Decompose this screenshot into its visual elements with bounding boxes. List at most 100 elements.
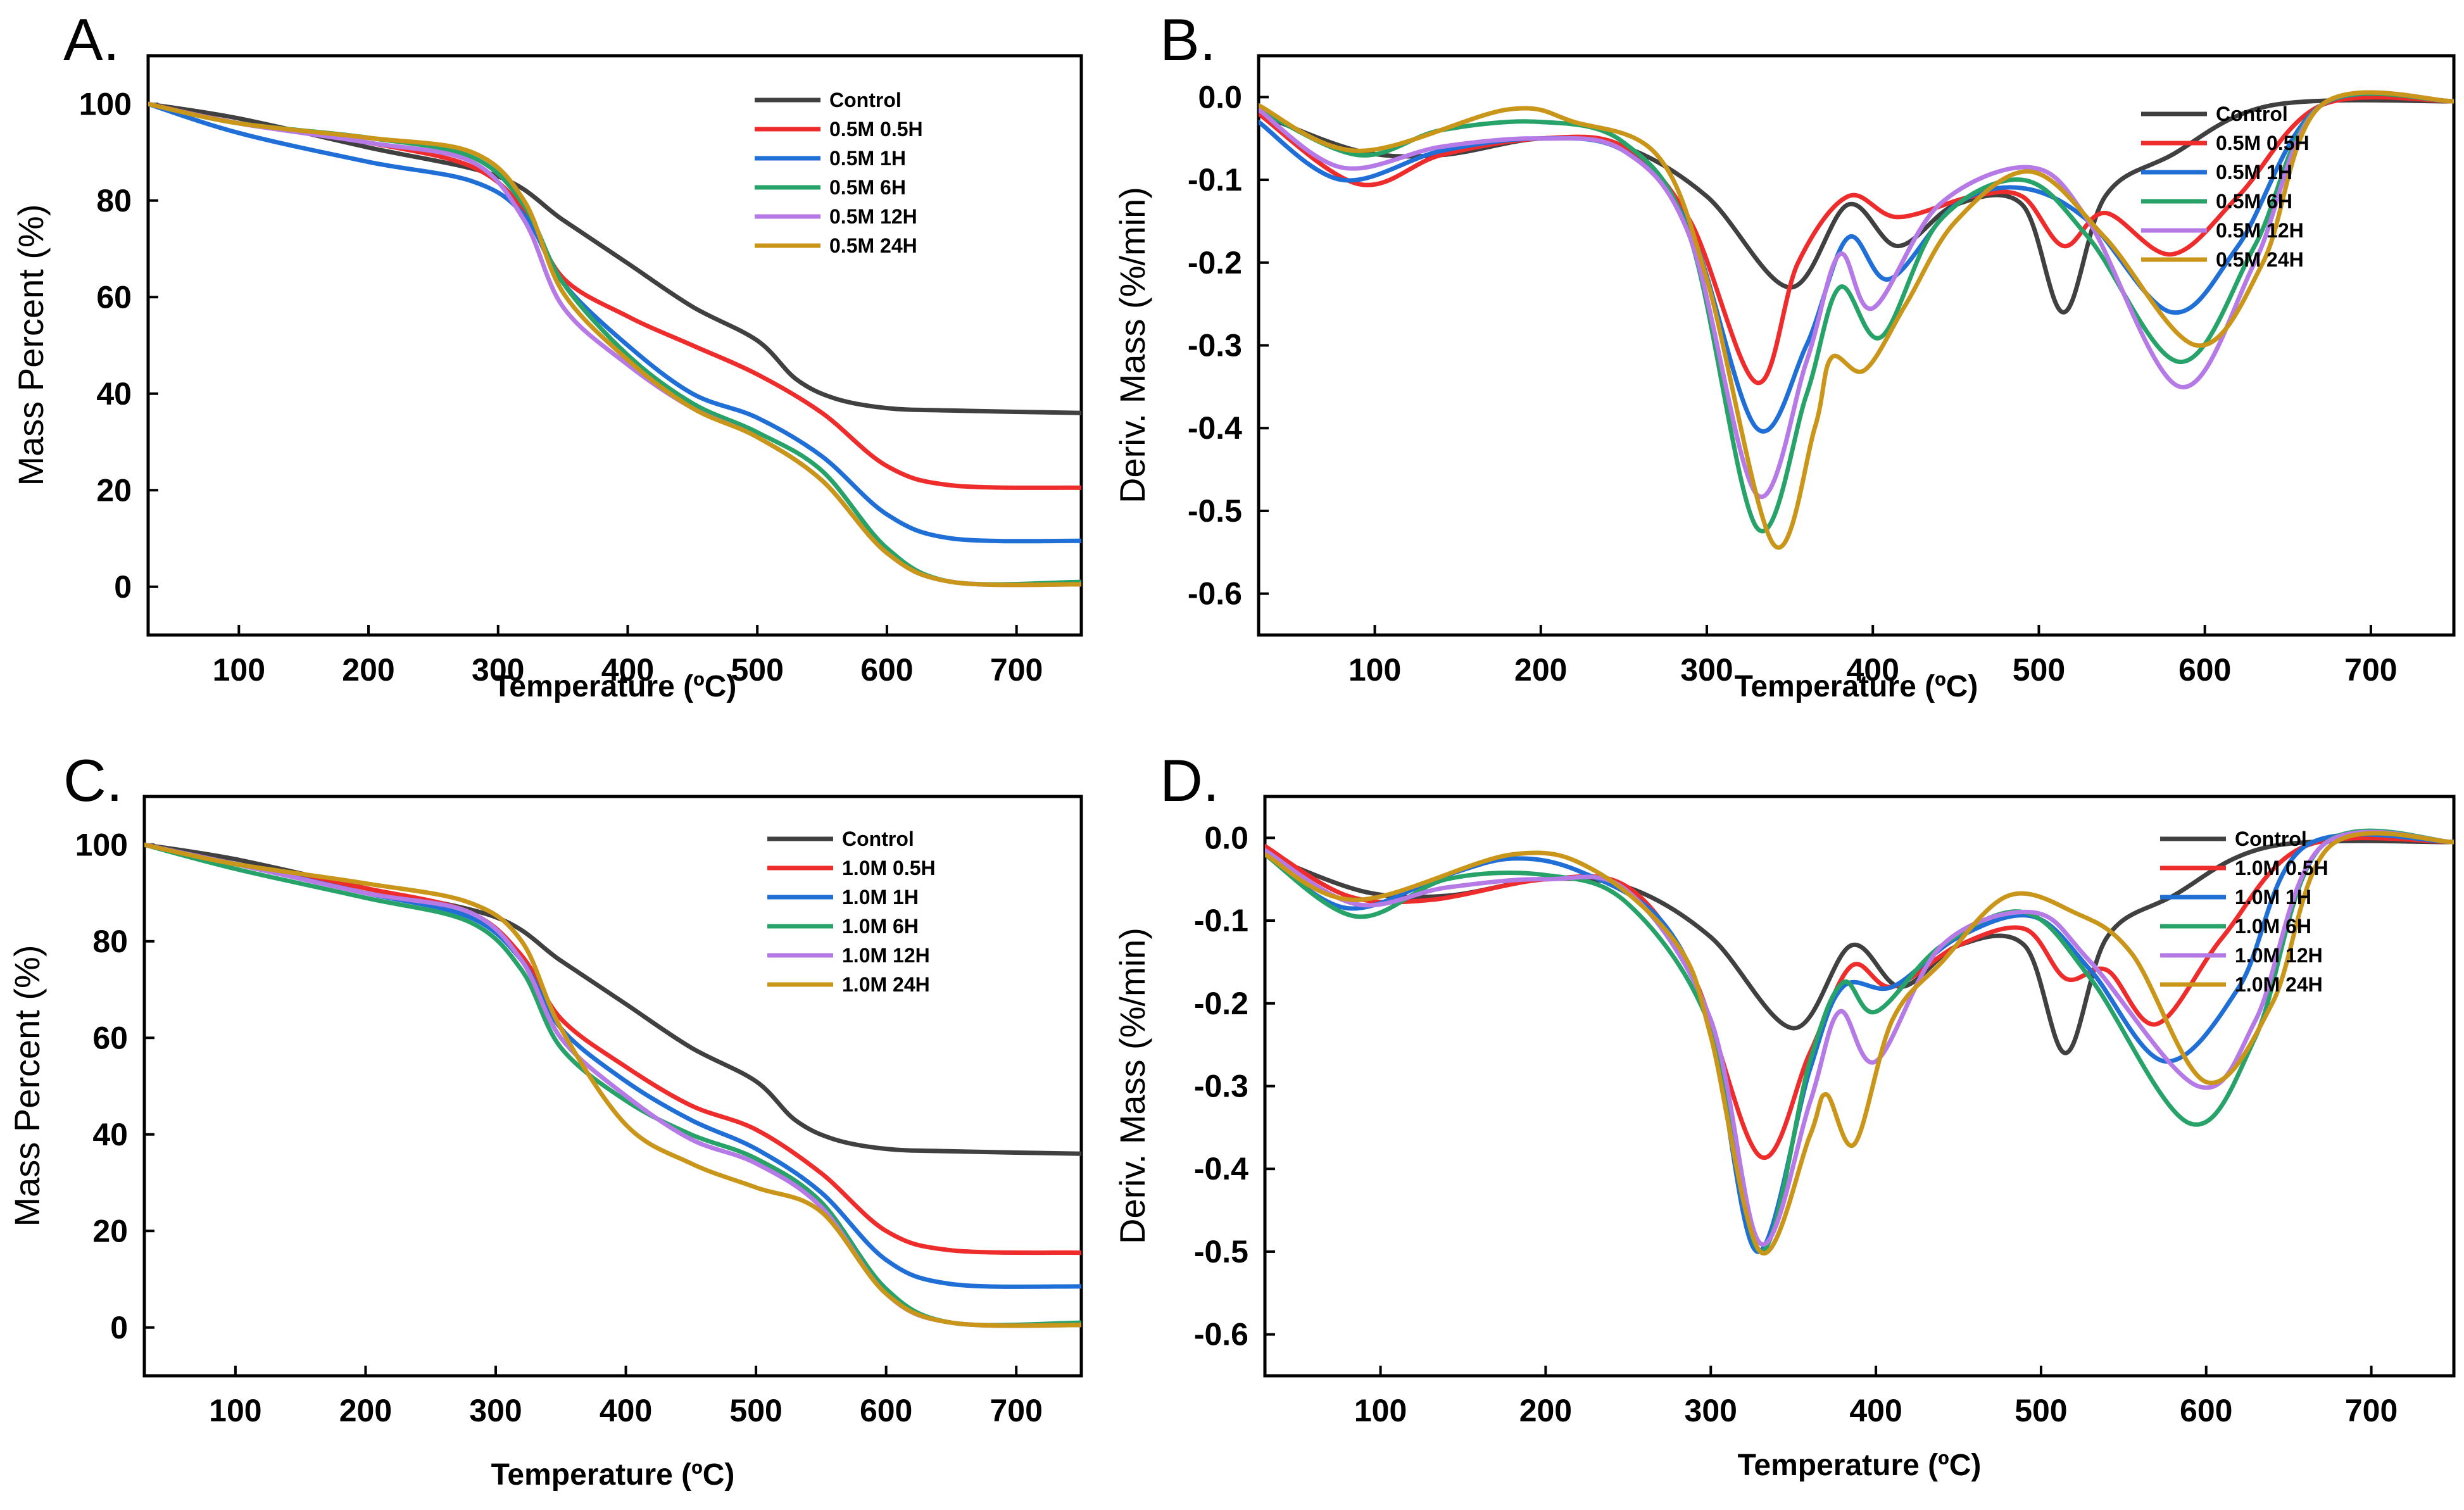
legend-label: 1.0M 0.5H — [842, 857, 936, 879]
legend-label: 1.0M 24H — [842, 973, 930, 996]
x-axis-label: Temperature (ºC) — [1738, 1449, 1982, 1482]
legend-label: 0.5M 12H — [829, 205, 917, 228]
series-line-2 — [144, 842, 1081, 1289]
y-tick-label: 0 — [110, 1310, 128, 1345]
legend-label: 1.0M 12H — [842, 944, 930, 967]
plot-frame — [1263, 795, 2456, 1378]
series-line-1 — [148, 101, 1081, 490]
x-tick-label: 400 — [1849, 1393, 1902, 1428]
y-tick-label: 80 — [96, 183, 132, 218]
legend-label: 0.5M 0.5H — [829, 118, 923, 141]
y-tick-label: 0 — [114, 569, 132, 605]
series-line-5 — [148, 101, 1081, 588]
series-line-5 — [144, 842, 1081, 1328]
y-axis-label: Deriv. Mass (%/min) — [1112, 187, 1152, 503]
y-axis-label: Mass Percent (%) — [11, 204, 51, 486]
plot-frame — [142, 795, 1083, 1378]
series-group — [1259, 90, 2454, 550]
legend-label: Control — [842, 827, 914, 850]
y-tick-label: 40 — [92, 1117, 128, 1152]
legend-label: Control — [2235, 827, 2307, 850]
x-tick-label: 700 — [990, 652, 1043, 688]
x-tick-label: 300 — [469, 1393, 522, 1428]
legend-label: 1.0M 0.5H — [2235, 857, 2329, 879]
legend-label: Control — [2216, 103, 2288, 125]
legend-label: 1.0M 1H — [842, 886, 919, 909]
y-tick-label: -0.2 — [1194, 986, 1248, 1021]
series-line-5 — [1259, 90, 2454, 550]
series-line-4 — [1265, 829, 2454, 1247]
plot-frame — [146, 54, 1083, 637]
legend-label: 1.0M 24H — [2235, 973, 2323, 996]
legend: Control 1.0M 0.5H 1.0M 1H 1.0M 6H 1.0M 12H 1.… — [2160, 827, 2329, 996]
x-tick-label: 100 — [1354, 1393, 1407, 1428]
y-tick-label: -0.6 — [1188, 576, 1242, 612]
panel-c: C. 100 200 300 400 500 600 700 0 20 40 60 80 100 Tempe… — [7, 747, 1083, 1492]
x-tick-label: 400 — [600, 1393, 652, 1428]
x-tick-label: 400 — [1847, 652, 1899, 688]
x-tick-label: 700 — [2344, 652, 2397, 688]
legend: Control 0.5M 0.5H 0.5M 1H 0.5M 6H 0.5M 12H 0.… — [2141, 103, 2310, 271]
panel-d: D. 100 200 300 400 500 600 700 0.0 -0.1 -0.2 -0.3 -0… — [1112, 747, 2456, 1482]
legend-label: 0.5M 0.5H — [2216, 132, 2310, 154]
legend-label: 1.0M 6H — [2235, 915, 2311, 938]
x-tick-label: 100 — [1348, 652, 1401, 688]
y-tick-label: 40 — [96, 376, 132, 412]
x-tick-label: 500 — [731, 652, 783, 688]
y-tick-label: -0.3 — [1188, 328, 1242, 363]
x-tick-label: 700 — [990, 1393, 1043, 1428]
y-tick-label: -0.1 — [1194, 903, 1248, 938]
series-line-2 — [148, 101, 1081, 544]
x-tick-label: 500 — [2015, 1393, 2067, 1428]
y-tick-label: 80 — [92, 924, 128, 959]
panel-b: B. 100 200 300 400 500 600 700 0.0 -0.1 -0.2 -0.3 -0… — [1112, 6, 2456, 703]
legend-label: 0.5M 6H — [829, 176, 906, 199]
y-tick-label: 100 — [79, 86, 132, 122]
y-tick-label: 0.0 — [1204, 820, 1248, 855]
x-tick-label: 100 — [209, 1393, 261, 1428]
x-tick-label: 300 — [472, 652, 524, 688]
x-axis-label: Temperature (ºC) — [493, 670, 737, 703]
series-group — [1265, 828, 2454, 1256]
x-tick-label: 100 — [213, 652, 265, 688]
legend-label: 0.5M 12H — [2216, 219, 2304, 242]
series-line-2 — [1265, 832, 2454, 1254]
x-tick-label: 200 — [1519, 1393, 1572, 1428]
y-tick-label: 0.0 — [1198, 79, 1242, 115]
y-tick-label: 60 — [92, 1020, 128, 1055]
x-tick-label: 400 — [601, 652, 654, 688]
legend-label: 0.5M 1H — [829, 147, 906, 170]
x-tick-label: 500 — [2013, 652, 2065, 688]
panel-letter: C. — [63, 747, 123, 814]
x-tick-label: 600 — [860, 1393, 912, 1428]
series-line-0 — [148, 101, 1081, 415]
x-axis-label: Temperature (ºC) — [1735, 670, 1978, 703]
x-axis-label: Temperature (ºC) — [491, 1458, 735, 1492]
y-tick-label: -0.4 — [1188, 410, 1242, 446]
y-tick-label: -0.1 — [1188, 162, 1242, 198]
x-tick-label: 200 — [342, 652, 394, 688]
x-tick-label: 600 — [2178, 652, 2231, 688]
y-tick-label: -0.6 — [1194, 1317, 1248, 1352]
x-tick-label: 600 — [860, 652, 913, 688]
legend-label: 1.0M 6H — [842, 915, 919, 938]
panel-letter: B. — [1160, 6, 1216, 73]
series-group — [148, 101, 1081, 588]
series-line-5 — [1265, 831, 2454, 1256]
x-tick-label: 300 — [1680, 652, 1733, 688]
series-line-1 — [144, 842, 1081, 1255]
legend: Control 0.5M 0.5H 0.5M 1H 0.5M 6H 0.5M 12H 0.… — [755, 89, 923, 257]
panel-a: A. 100 200 300 400 500 600 700 0 20 40 60 80 100 Tempe… — [11, 6, 1083, 703]
y-tick-label: 60 — [96, 279, 132, 315]
x-tick-label: 200 — [339, 1393, 392, 1428]
x-tick-label: 700 — [2345, 1393, 2398, 1428]
legend-label: 1.0M 12H — [2235, 944, 2323, 967]
y-tick-label: -0.5 — [1188, 493, 1242, 529]
y-tick-label: -0.2 — [1188, 245, 1242, 280]
x-tick-label: 600 — [2180, 1393, 2232, 1428]
legend: Control 1.0M 0.5H 1.0M 1H 1.0M 6H 1.0M 12H 1.… — [767, 827, 936, 996]
panel-letter: A. — [63, 6, 120, 73]
x-tick-label: 300 — [1685, 1393, 1737, 1428]
panel-letter: D. — [1160, 747, 1219, 814]
